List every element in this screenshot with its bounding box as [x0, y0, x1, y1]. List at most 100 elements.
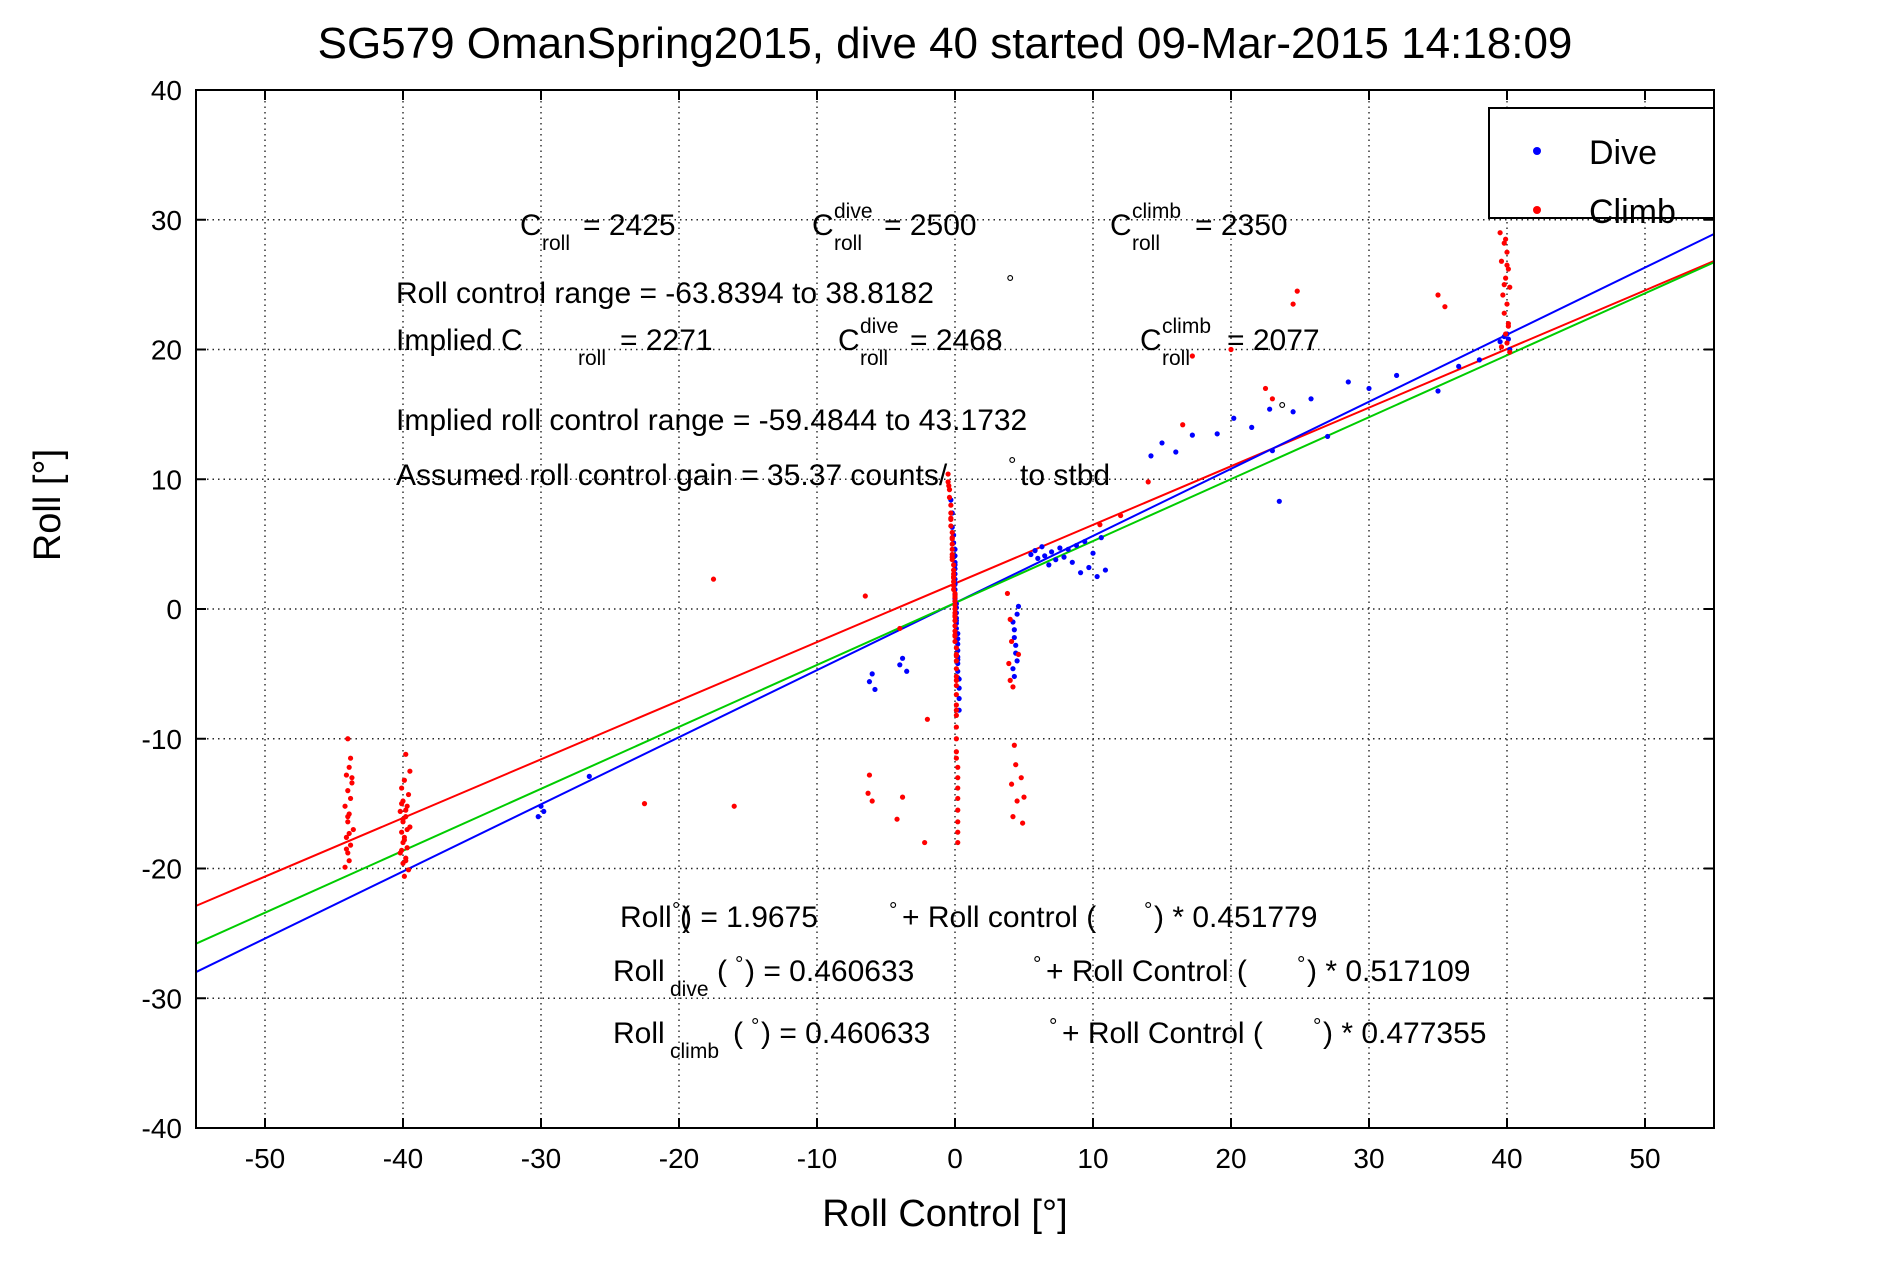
legend-item-dive[interactable]: Dive: [1533, 134, 1657, 172]
data-point: [1010, 684, 1016, 690]
data-point: [397, 808, 403, 815]
data-point: [1503, 236, 1509, 242]
y-tick-label: 20: [151, 335, 182, 366]
eq2-deg1: °: [735, 953, 743, 976]
data-point: [731, 803, 737, 809]
data-point: [401, 837, 407, 843]
eq3-deg2: °: [1049, 1015, 1057, 1038]
eq1-mid2: + Roll control (: [902, 901, 1096, 934]
data-point: [1097, 522, 1103, 528]
data-point: [956, 695, 962, 702]
data-point: [869, 671, 875, 677]
legend-label-climb: Climb: [1589, 193, 1676, 231]
data-point: [955, 775, 961, 781]
data-point: [1039, 544, 1045, 550]
data-point: [1011, 673, 1017, 680]
data-point: [1501, 282, 1507, 288]
tick-marks: [196, 89, 1714, 1129]
data-point: [1366, 385, 1372, 392]
data-point: [897, 625, 903, 632]
c-roll-value: = 2425: [583, 209, 676, 242]
c-roll-climb-subscript: roll: [1132, 232, 1160, 255]
tick-labels: -50 -40 -30 -20 -10 0 10 20 30 40 50 -40 -30 -20 -10 0 1…: [142, 75, 1661, 1174]
data-point: [869, 798, 875, 804]
data-point: [399, 829, 405, 835]
eq3-mid2: + Roll Control (: [1062, 1017, 1263, 1050]
data-point: [872, 686, 878, 693]
data-point: [1053, 557, 1059, 563]
eq2-open: (: [717, 955, 727, 988]
data-point: [1014, 658, 1020, 664]
data-point: [1013, 642, 1019, 648]
implied-c-roll-value: = 2271: [620, 324, 713, 357]
data-point: [535, 814, 541, 820]
data-point: [1189, 432, 1195, 438]
data-point: [345, 819, 351, 825]
equation-overall: Roll ( ° ) = 1.9675 ° + Roll control ( °…: [620, 899, 1317, 934]
data-point: [1504, 249, 1510, 255]
eq1-deg3: °: [1144, 899, 1152, 922]
data-point: [405, 791, 412, 798]
y-tick-label: -10: [142, 724, 182, 755]
equation-dive: Roll dive ( ° ) = 0.460633 ° + Roll Cont…: [613, 953, 1470, 1001]
data-point: [951, 579, 957, 585]
gain-text-pre: Assumed roll control gain = 35.37 counts…: [396, 459, 948, 492]
data-point: [924, 716, 931, 722]
data-point: [1504, 301, 1510, 307]
data-point: [403, 807, 409, 813]
data-point: [1507, 349, 1513, 355]
data-point: [1504, 262, 1510, 268]
data-point: [346, 830, 352, 837]
data-point: [1180, 422, 1186, 428]
data-point: [1004, 590, 1011, 597]
data-point: [399, 801, 405, 807]
data-point: [345, 736, 351, 742]
data-point: [1308, 396, 1314, 402]
data-point: [1010, 814, 1016, 820]
data-point: [862, 593, 868, 599]
y-tick-label: 30: [151, 205, 182, 236]
data-point: [949, 541, 955, 547]
implied-c-dive-value: = 2468: [910, 324, 1003, 357]
c-roll-dive-superscript: dive: [834, 200, 873, 223]
legend-item-climb[interactable]: Climb: [1533, 193, 1676, 231]
c-roll-dive-symbol: C: [812, 209, 834, 242]
data-point: [1014, 611, 1020, 617]
data-point: [894, 816, 900, 822]
x-tick-label: 0: [947, 1143, 963, 1174]
y-axis-label: Roll [°]: [27, 449, 69, 561]
data-point: [401, 777, 407, 783]
data-point: [953, 749, 959, 755]
data-point: [922, 839, 928, 846]
data-point: [955, 807, 961, 813]
degree-sign-icon-2: °: [1278, 399, 1286, 422]
annotation-row-croll: C roll = 2425 C dive roll = 2500 C climb…: [520, 200, 1288, 255]
legend-marker-climb: [1533, 206, 1541, 214]
data-points: [342, 230, 1513, 879]
data-point: [1032, 548, 1038, 554]
data-point: [1442, 304, 1448, 310]
data-point: [343, 846, 350, 852]
data-point: [953, 677, 959, 683]
x-tick-label: 20: [1215, 1143, 1246, 1174]
data-point: [953, 645, 959, 651]
eq1-deg1: °: [672, 899, 680, 922]
data-point: [1145, 479, 1151, 485]
data-point: [953, 712, 959, 718]
data-point: [343, 772, 350, 778]
legend[interactable]: Dive Climb: [1488, 107, 1715, 231]
data-point: [945, 471, 951, 477]
data-point: [1042, 553, 1048, 559]
eq3-sub: climb: [670, 1040, 719, 1063]
implied-c-dive-superscript: dive: [860, 315, 899, 338]
data-point: [1269, 448, 1275, 454]
eq1-post: ) * 0.451779: [1154, 901, 1317, 934]
data-point: [1501, 240, 1507, 246]
data-point: [1228, 346, 1234, 353]
implied-c-climb-superscript: climb: [1162, 315, 1211, 338]
data-point: [955, 829, 961, 835]
x-axis-label: Roll Control [°]: [822, 1193, 1067, 1235]
data-point: [953, 736, 959, 742]
data-point: [946, 487, 953, 493]
